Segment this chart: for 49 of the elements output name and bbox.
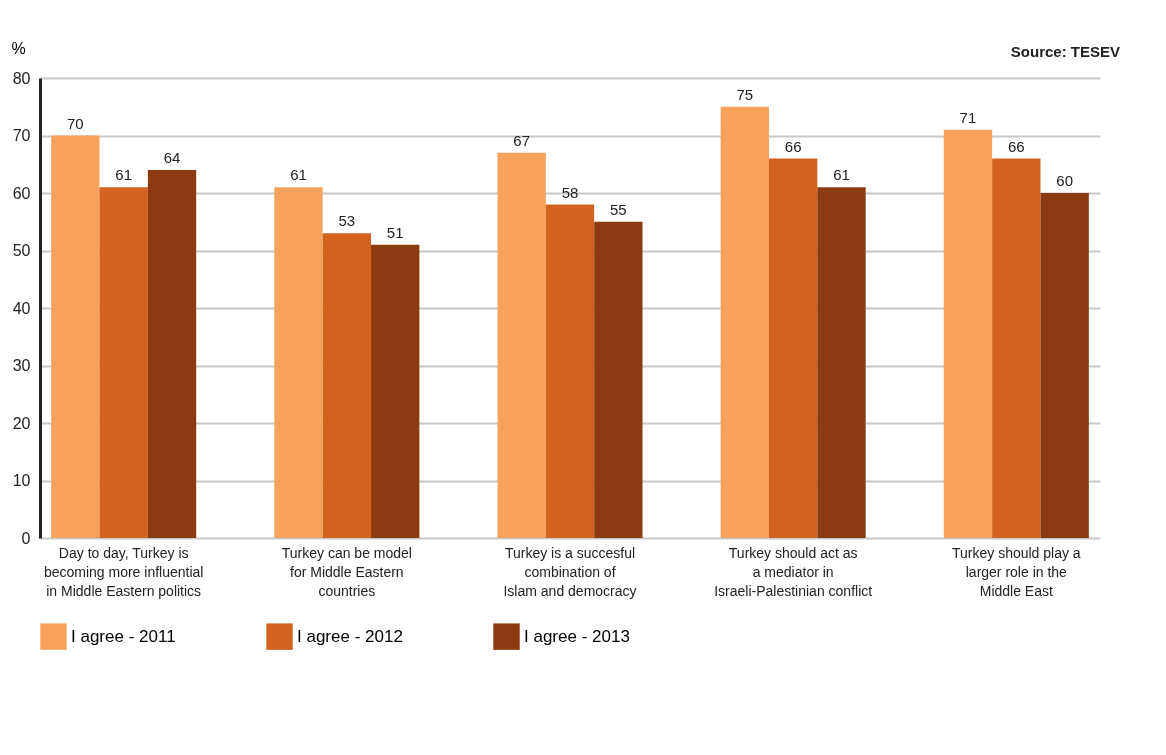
data-label: 67	[513, 131, 530, 149]
y-tick-label: 40	[12, 299, 31, 317]
bar	[147, 170, 197, 538]
bar	[594, 221, 643, 538]
bar	[992, 158, 1041, 538]
y-tick-label: 0	[21, 529, 31, 547]
data-label: 71	[959, 108, 977, 126]
x-tick-label: Day to day, Turkey is becoming more influential in Middle Eastern politics	[43, 544, 204, 599]
bar	[497, 152, 546, 538]
data-label: 70	[66, 114, 84, 132]
bar	[274, 187, 323, 538]
y-tick-label: 60	[12, 184, 31, 202]
y-tick-label: 20	[12, 414, 31, 432]
bar	[943, 129, 993, 538]
data-label: 61	[833, 166, 850, 184]
y-tick-label: 10	[12, 472, 31, 489]
data-label: 75	[736, 85, 754, 103]
bar	[99, 187, 148, 538]
bar	[545, 204, 595, 538]
data-label: 53	[338, 212, 356, 230]
data-label: 61	[290, 166, 307, 184]
bar	[51, 135, 100, 538]
data-label: 64	[163, 149, 181, 166]
y-tick-label: 30	[12, 357, 31, 374]
bar	[817, 187, 866, 538]
bar	[322, 233, 372, 538]
data-label: 58	[561, 183, 579, 201]
bar	[720, 106, 769, 538]
x-tick-label: Turkey is a succesful combination of Islam and democracy	[503, 544, 637, 599]
data-label: 60	[1056, 172, 1074, 189]
bar	[1040, 193, 1089, 538]
data-label: 66	[784, 137, 802, 155]
bar	[371, 244, 420, 538]
bar	[768, 158, 818, 538]
y-tick-label: 70	[12, 127, 31, 144]
x-tick-label: Turkey should play a larger role in the Middle East	[951, 544, 1081, 599]
x-tick-label: Turkey should act as a mediator in Israeli-Palestinian conflict	[714, 544, 873, 599]
source-note: Source: TESEV	[1010, 43, 1120, 60]
data-label: 55	[610, 200, 627, 218]
legend-label: I agree - 2013	[524, 626, 630, 646]
data-label: 66	[1007, 137, 1025, 155]
y-axis-title: %	[11, 39, 26, 57]
legend-label: I agree - 2011	[71, 626, 176, 646]
data-label: 61	[115, 166, 133, 184]
x-tick-label: Turkey can be model for Middle Eastern countries	[281, 544, 412, 599]
legend-label: I agree - 2012	[297, 626, 403, 646]
y-tick-label: 80	[12, 69, 31, 87]
data-label: 51	[386, 223, 404, 241]
y-tick-label: 50	[12, 242, 31, 259]
